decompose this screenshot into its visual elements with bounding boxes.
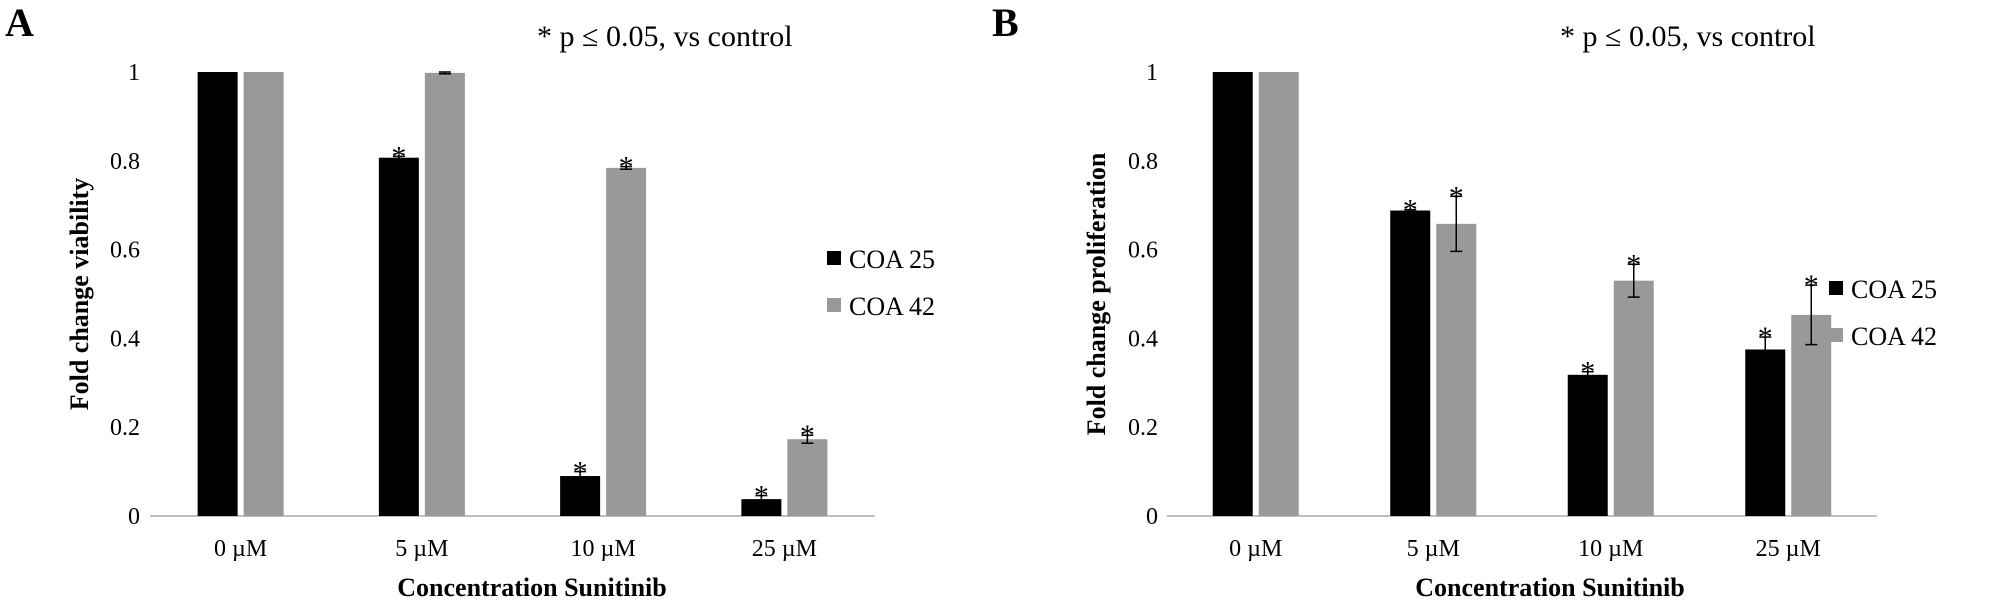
bar xyxy=(741,499,782,516)
bar xyxy=(1745,349,1786,516)
y-tick-label: 0.6 xyxy=(110,238,140,264)
bar xyxy=(1436,223,1477,516)
bar xyxy=(197,72,238,516)
bar xyxy=(1390,210,1431,516)
y-tick-label: 1 xyxy=(128,60,140,86)
significance-asterisk: * xyxy=(800,419,815,452)
x-tick-label: 25 µM xyxy=(1756,536,1821,562)
bar xyxy=(1258,72,1299,516)
significance-asterisk: * xyxy=(573,456,588,489)
y-tick-label: 0.6 xyxy=(1128,238,1158,264)
bar xyxy=(1613,280,1654,516)
panel-letter: A xyxy=(5,0,34,45)
significance-note: * p ≤ 0.05, vs control xyxy=(537,20,793,53)
legend-swatch xyxy=(1829,328,1843,342)
x-axis-title: Concentration Sunitinib xyxy=(1415,573,1684,602)
panel-letter: B xyxy=(992,0,1019,45)
legend-swatch xyxy=(827,298,841,312)
significance-asterisk: * xyxy=(619,151,634,184)
bar xyxy=(378,157,419,516)
x-tick-label: 0 µM xyxy=(214,536,267,562)
significance-asterisk: * xyxy=(1626,248,1641,281)
legend-label: COA 25 xyxy=(1851,275,1937,304)
significance-asterisk: * xyxy=(1758,321,1773,354)
bar xyxy=(1212,72,1253,516)
y-tick-label: 0.2 xyxy=(110,415,140,441)
significance-note: * p ≤ 0.05, vs control xyxy=(1560,20,1816,53)
legend-label: COA 42 xyxy=(1851,322,1937,351)
significance-asterisk: * xyxy=(1403,194,1418,227)
bar xyxy=(606,167,647,517)
x-tick-label: 10 µM xyxy=(1578,536,1643,562)
significance-asterisk: * xyxy=(1449,180,1464,213)
x-tick-label: 5 µM xyxy=(395,536,448,562)
y-axis-title: Fold change proliferation xyxy=(1082,152,1111,435)
legend-swatch xyxy=(1829,281,1843,295)
y-tick-label: 0 xyxy=(128,504,140,530)
y-tick-label: 0.4 xyxy=(1128,326,1158,352)
significance-asterisk: * xyxy=(754,480,769,513)
bar xyxy=(1791,314,1832,516)
bar xyxy=(787,439,828,516)
y-tick-label: 0.8 xyxy=(110,149,140,175)
x-tick-label: 5 µM xyxy=(1407,536,1460,562)
bar xyxy=(424,72,465,516)
bar xyxy=(243,72,284,516)
bar xyxy=(1567,374,1608,516)
significance-asterisk: * xyxy=(391,140,406,173)
y-tick-label: 1 xyxy=(1146,60,1158,86)
significance-asterisk: * xyxy=(1580,356,1595,389)
x-tick-label: 10 µM xyxy=(571,536,636,562)
bar xyxy=(560,476,601,516)
y-axis-title: Fold change viability xyxy=(65,178,94,411)
y-tick-label: 0.4 xyxy=(110,326,140,352)
x-tick-label: 0 µM xyxy=(1229,536,1282,562)
y-tick-label: 0.2 xyxy=(1128,415,1158,441)
legend-label: COA 42 xyxy=(849,292,935,321)
significance-asterisk: * xyxy=(1804,269,1819,302)
legend-swatch xyxy=(827,251,841,265)
y-tick-label: 0 xyxy=(1146,504,1158,530)
x-axis-title: Concentration Sunitinib xyxy=(397,573,666,602)
x-tick-label: 25 µM xyxy=(752,536,817,562)
y-tick-label: 0.8 xyxy=(1128,149,1158,175)
legend-label: COA 25 xyxy=(849,245,935,274)
